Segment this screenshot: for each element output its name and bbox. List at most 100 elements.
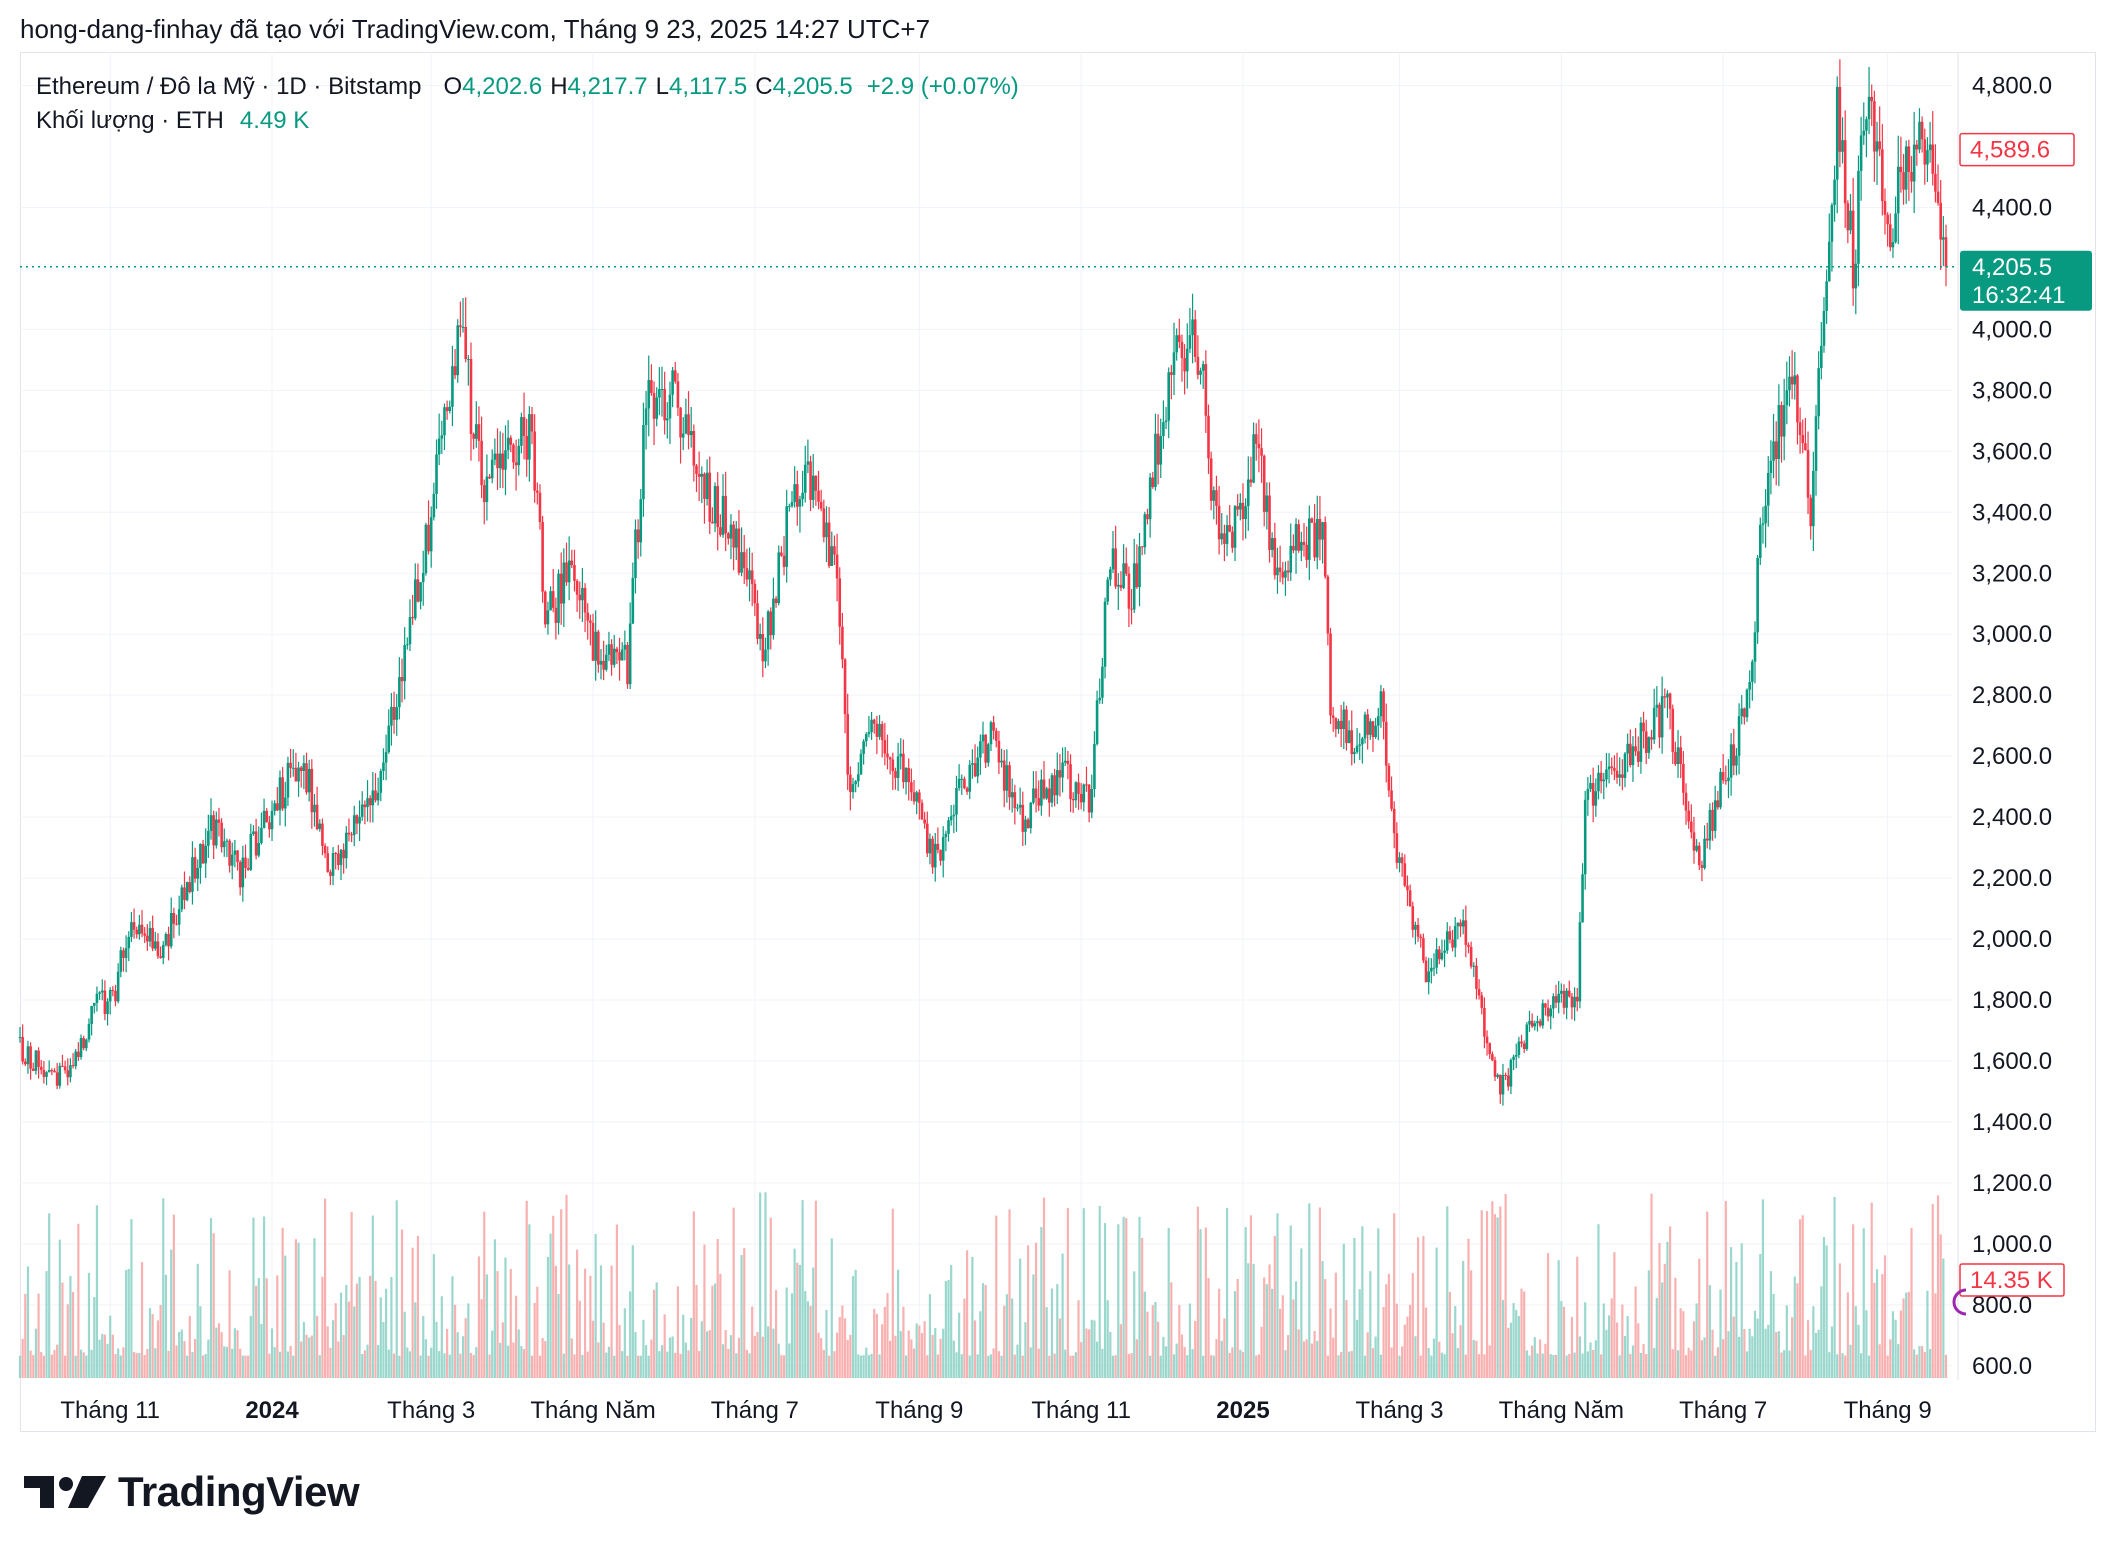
volume-bar [1881, 1274, 1884, 1378]
volume-bar [1345, 1299, 1348, 1378]
candle-body [1639, 722, 1643, 762]
candle-body [1321, 522, 1324, 540]
volume-bar [1531, 1345, 1534, 1378]
volume-bar [1369, 1271, 1372, 1378]
candle-body [573, 565, 576, 581]
candle-body [551, 591, 555, 608]
candle-body [82, 1038, 85, 1049]
candle-body [480, 440, 483, 486]
price-tick-label: 4,000.0 [1972, 316, 2052, 343]
volume-bar [85, 1355, 88, 1378]
volume-bar [456, 1332, 459, 1378]
candle-body [183, 887, 186, 901]
volume-bar [1451, 1333, 1454, 1378]
candle-body [1034, 788, 1038, 799]
candle-body [1597, 772, 1600, 792]
volume-bar [1143, 1291, 1146, 1378]
volume-bar [1554, 1354, 1558, 1378]
volume-bar [1857, 1324, 1860, 1378]
candle-body [1777, 405, 1781, 459]
volume-bar [1125, 1218, 1128, 1378]
volume-bar [79, 1349, 83, 1378]
symbol-title[interactable]: Ethereum / Đô la Mỹ · 1D · Bitstamp [36, 73, 422, 100]
candle-body [1581, 874, 1584, 923]
volume-bar [634, 1332, 637, 1378]
price-tick-label: 3,000.0 [1972, 621, 2052, 648]
candle-body [294, 767, 298, 782]
candle-body [1690, 821, 1693, 833]
volume-bar [276, 1275, 279, 1378]
volume-bar [66, 1304, 69, 1378]
candle-body [843, 659, 847, 715]
candle-body [1443, 950, 1446, 953]
candle-body [1700, 865, 1704, 868]
candle-body [1119, 584, 1123, 588]
volume-bar [1233, 1291, 1237, 1378]
candle-body [1363, 714, 1367, 739]
volume-bar [1379, 1354, 1383, 1378]
candle-body [679, 407, 682, 438]
volume-bar [1621, 1304, 1624, 1378]
volume-bar [1634, 1286, 1637, 1378]
tradingview-logo[interactable]: TradingView [22, 1468, 360, 1516]
volume-bar [1355, 1319, 1359, 1378]
candle-body [1650, 737, 1653, 740]
volume-bar [398, 1355, 401, 1378]
candle-body [1061, 762, 1064, 778]
volume-bar [1257, 1354, 1261, 1378]
candle-body [1857, 170, 1860, 264]
volume-bar [58, 1239, 61, 1378]
volume-bar [1748, 1328, 1751, 1378]
candle-body [1737, 716, 1741, 756]
volume-bar [1512, 1303, 1515, 1378]
volume-bar [114, 1354, 117, 1378]
volume-bar [1501, 1300, 1505, 1378]
volume-bar [1332, 1337, 1335, 1378]
price-tick-label: 4,400.0 [1972, 194, 2052, 221]
candle-body [1050, 775, 1054, 803]
volume-bar [1668, 1226, 1672, 1378]
candle-body [1912, 144, 1916, 182]
volume-bar [1430, 1355, 1433, 1378]
candle-body [634, 529, 637, 578]
candle-body [981, 734, 985, 742]
candle-body [1796, 375, 1799, 423]
volume-bar [1814, 1332, 1818, 1378]
scale-indicator-icon [1952, 1288, 1967, 1316]
volume-bar [583, 1268, 587, 1378]
volume-bar [1647, 1270, 1650, 1378]
candle-body [1053, 775, 1056, 796]
candle-body [358, 816, 361, 824]
candle-body [53, 1070, 56, 1073]
candle-body [1244, 506, 1247, 520]
candle-body [501, 453, 505, 470]
volume-label[interactable]: Khối lượng · ETH [36, 107, 224, 134]
volume-bar [979, 1311, 982, 1378]
volume-bar [719, 1273, 722, 1378]
candle-body [488, 476, 491, 479]
candle-body [1239, 502, 1242, 510]
volume-bar [262, 1216, 266, 1378]
candle-body [1838, 86, 1842, 152]
candle-body [567, 560, 571, 583]
volume-bar [1438, 1341, 1441, 1378]
candle-body [1416, 924, 1420, 937]
volume-bar [1600, 1354, 1603, 1378]
volume-bar [756, 1331, 759, 1378]
candle-body [1711, 809, 1714, 831]
candle-body [1013, 792, 1017, 809]
volume-bar [581, 1354, 584, 1378]
volume-bar [812, 1267, 815, 1378]
volume-bar [1387, 1273, 1390, 1378]
candle-body [1459, 922, 1462, 927]
volume-bar [1069, 1355, 1072, 1378]
volume-bar [960, 1354, 963, 1378]
candle-body [1010, 792, 1014, 798]
candle-body [390, 706, 393, 726]
candle-body [1716, 800, 1720, 808]
candle-body [1536, 1021, 1539, 1024]
price-tick-label: 1,000.0 [1972, 1231, 2052, 1258]
candle-body [1790, 376, 1794, 385]
volume-bar [127, 1268, 130, 1378]
